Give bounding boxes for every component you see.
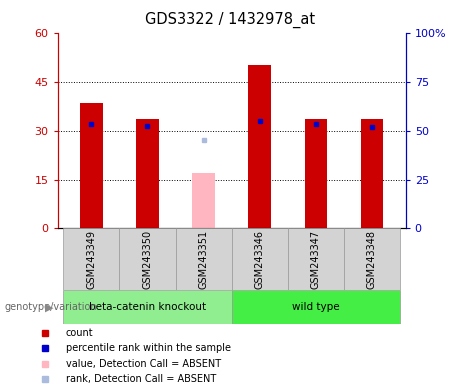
Text: GSM243350: GSM243350 xyxy=(142,230,153,289)
Bar xyxy=(63,290,232,324)
Bar xyxy=(288,228,344,290)
Text: wild type: wild type xyxy=(292,302,340,312)
Text: GSM243347: GSM243347 xyxy=(311,230,321,289)
Text: ▶: ▶ xyxy=(45,302,53,312)
Bar xyxy=(344,228,400,290)
Text: rank, Detection Call = ABSENT: rank, Detection Call = ABSENT xyxy=(66,374,216,384)
Text: beta-catenin knockout: beta-catenin knockout xyxy=(89,302,206,312)
Bar xyxy=(119,228,176,290)
Bar xyxy=(136,119,159,228)
Bar xyxy=(176,228,232,290)
Bar xyxy=(63,228,119,290)
Bar xyxy=(80,103,102,228)
Text: count: count xyxy=(66,328,94,338)
Text: GSM243346: GSM243346 xyxy=(255,230,265,289)
Text: GDS3322 / 1432978_at: GDS3322 / 1432978_at xyxy=(145,12,316,28)
Text: genotype/variation: genotype/variation xyxy=(5,302,97,312)
Bar xyxy=(231,228,288,290)
Text: GSM243349: GSM243349 xyxy=(86,230,96,289)
Bar xyxy=(231,290,400,324)
Bar xyxy=(305,119,327,228)
Text: value, Detection Call = ABSENT: value, Detection Call = ABSENT xyxy=(66,359,221,369)
Bar xyxy=(361,119,383,228)
Text: GSM243348: GSM243348 xyxy=(367,230,377,289)
Bar xyxy=(248,65,271,228)
Text: percentile rank within the sample: percentile rank within the sample xyxy=(66,343,231,353)
Bar xyxy=(192,173,215,228)
Text: GSM243351: GSM243351 xyxy=(199,230,208,289)
